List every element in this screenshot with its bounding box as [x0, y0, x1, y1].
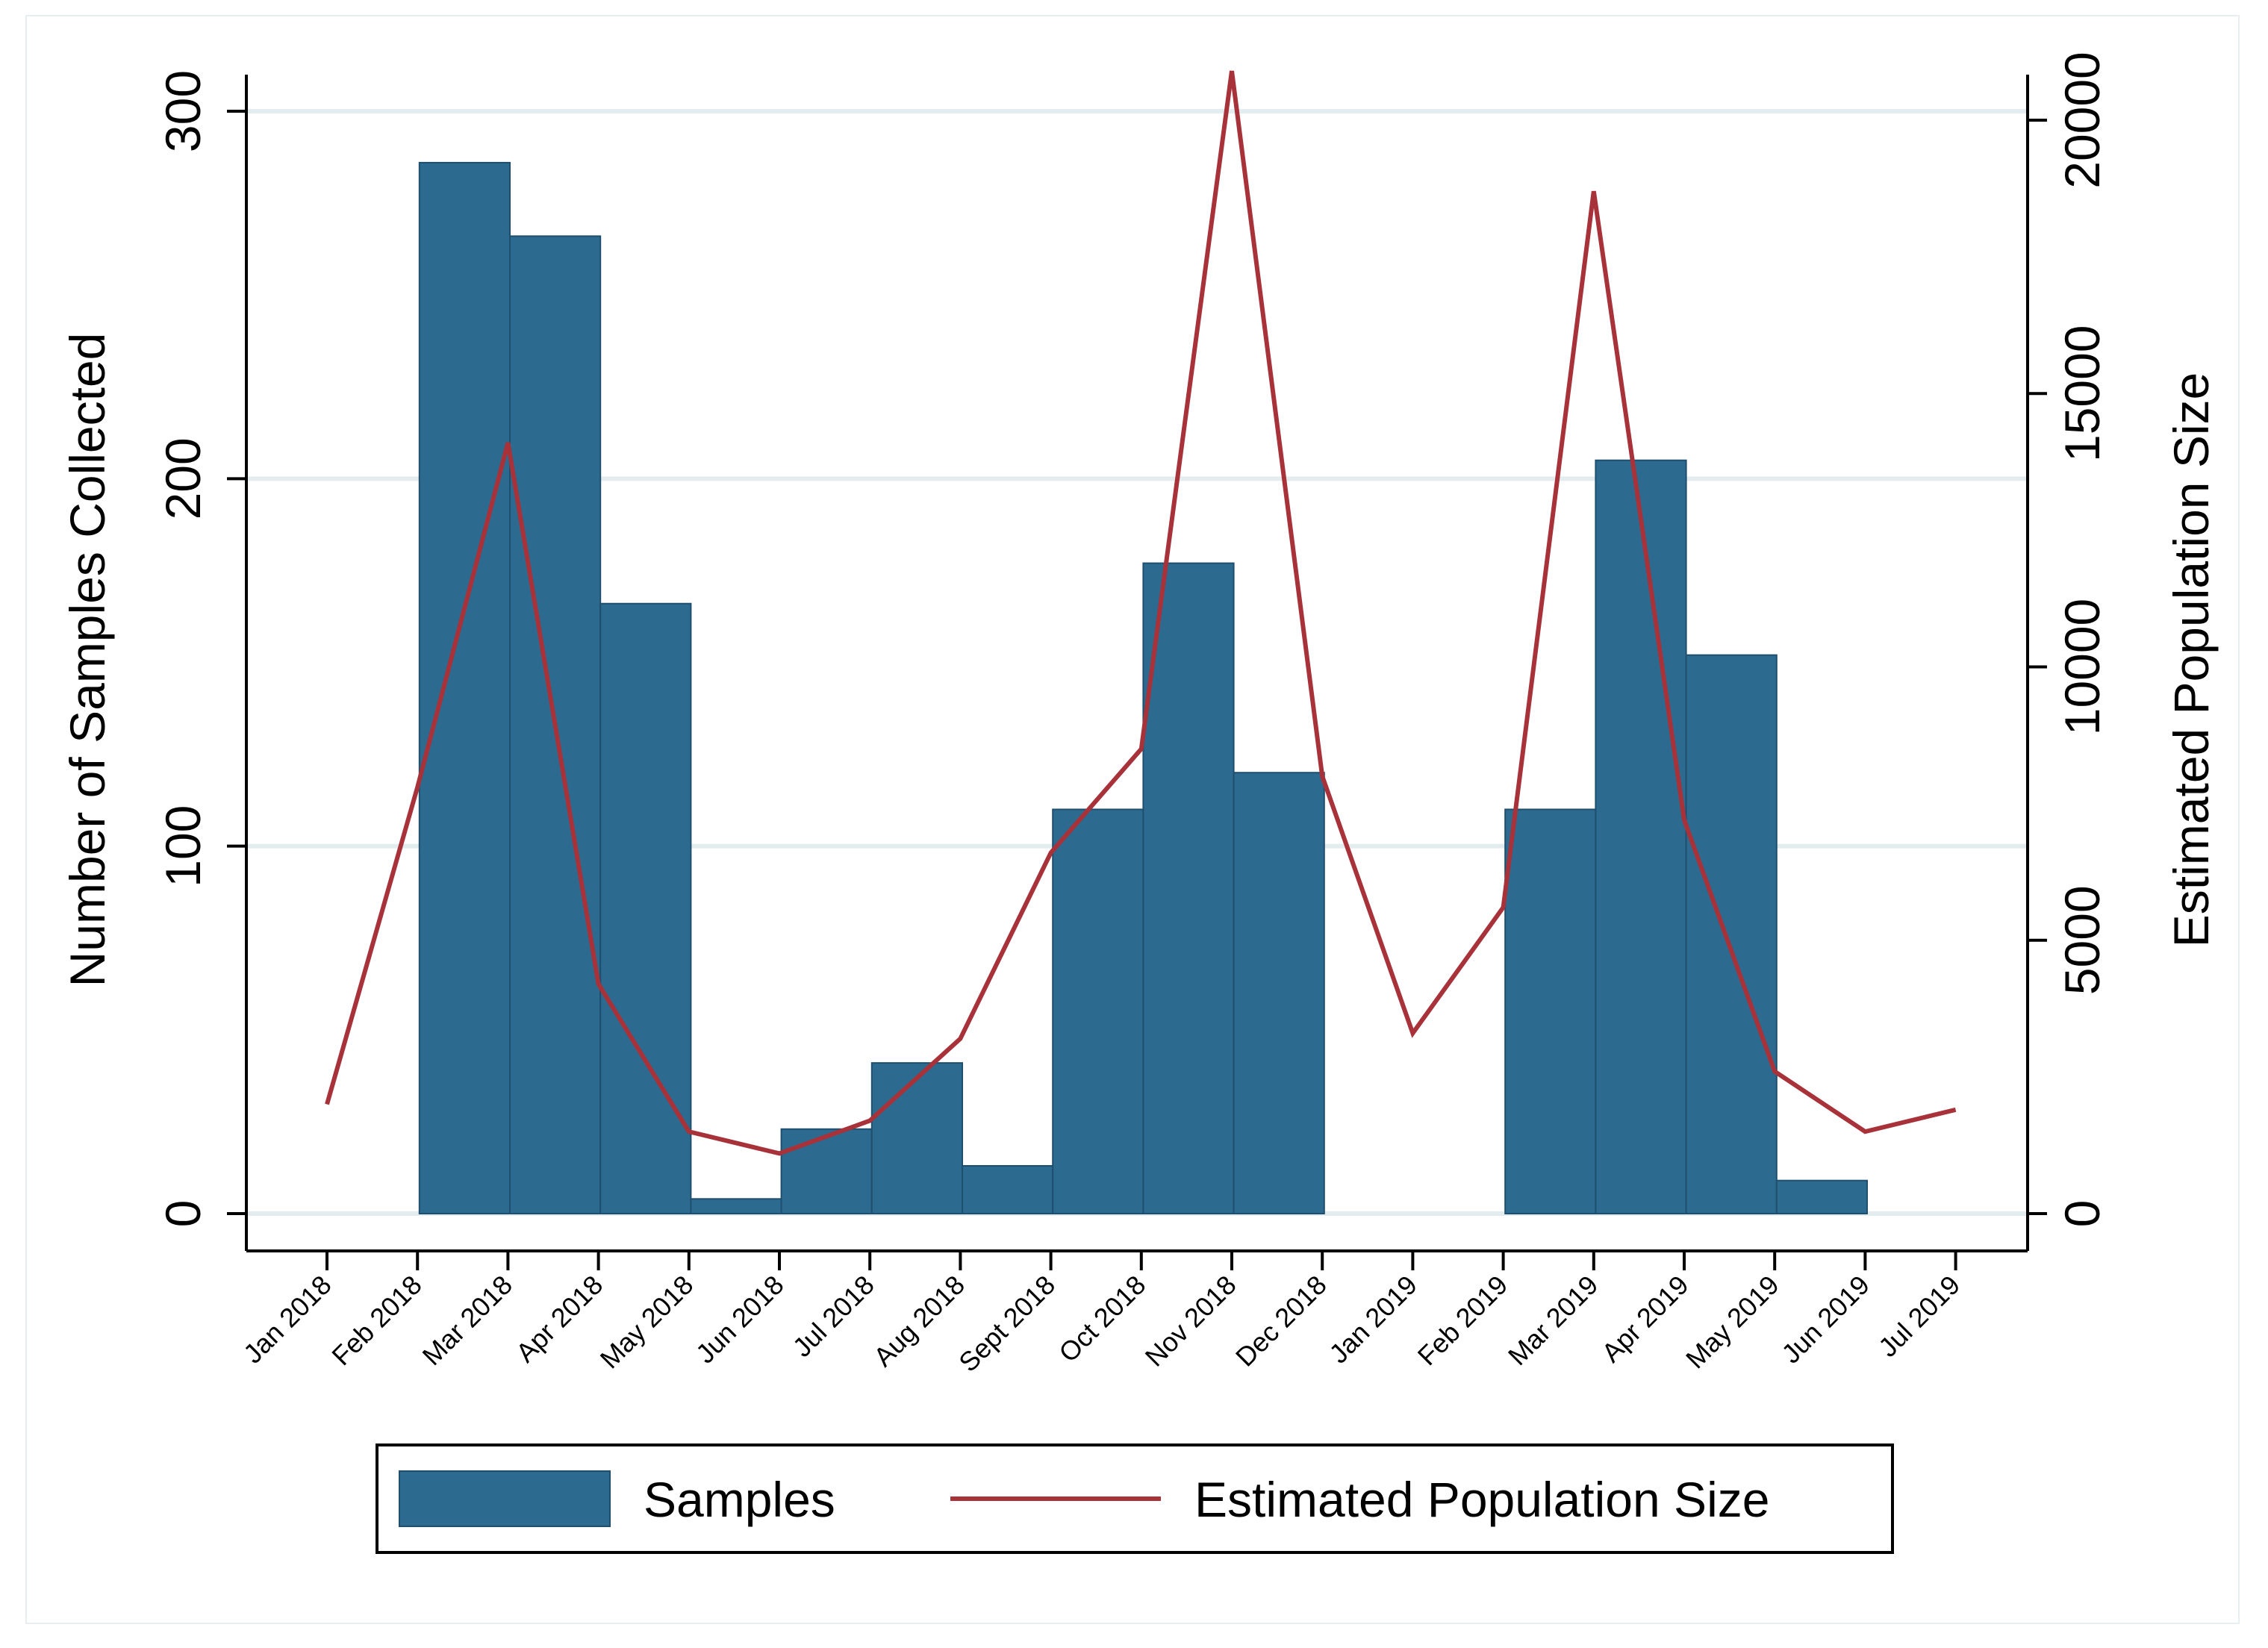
y-right-tick-label-20000: 20000: [2054, 52, 2110, 189]
x-tick-label-jul-2018: Jul 2018: [787, 1270, 880, 1363]
x-tick-label-may-2019: May 2019: [1680, 1270, 1785, 1375]
bar-jun-2018: [690, 1198, 782, 1214]
y-right-tick-label-10000: 10000: [2054, 599, 2110, 736]
bars-samples: [418, 161, 1869, 1215]
bar-may-2019: [1685, 654, 1778, 1214]
y-left-tick-label-200: 200: [155, 437, 211, 519]
bar-dec-2018: [1233, 772, 1325, 1214]
bar-jul-2018: [780, 1128, 873, 1214]
bar-apr-2019: [1595, 459, 1687, 1214]
x-tick-label-sept-2018: Sept 2018: [953, 1270, 1061, 1378]
x-tick-label-may-2018: May 2018: [594, 1270, 700, 1375]
bar-jun-2019: [1775, 1179, 1869, 1214]
x-tick-label-jan-2019: Jan 2019: [1323, 1270, 1423, 1370]
y-axis-right-label: Estimated Population Size: [2163, 372, 2219, 947]
y-left-tick-label-300: 300: [155, 70, 211, 152]
y-right-tick-label-5000: 5000: [2054, 885, 2110, 995]
x-tick-label-mar-2018: Mar 2018: [417, 1270, 519, 1372]
legend-label-samples: Samples: [644, 1472, 835, 1527]
y-axis-right-ticks: 0 5000 10000 15000 20000: [2028, 52, 2110, 1227]
bar-sept-2018: [962, 1164, 1054, 1215]
x-tick-label-jun-2019: Jun 2019: [1775, 1270, 1875, 1370]
bar-mar-2018: [418, 161, 511, 1215]
x-tick-label-jun-2018: Jun 2018: [690, 1270, 790, 1370]
legend-label-population: Estimated Population Size: [1194, 1472, 1769, 1527]
x-tick-label-jan-2018: Jan 2018: [237, 1270, 337, 1370]
x-tick-label-feb-2019: Feb 2019: [1412, 1270, 1514, 1372]
x-tick-label-oct-2018: Oct 2018: [1053, 1270, 1151, 1368]
y-left-tick-label-100: 100: [155, 805, 211, 887]
y-right-tick-label-0: 0: [2054, 1200, 2110, 1228]
y-axis-left-ticks: 0 100 200 300: [155, 70, 246, 1227]
bar-nov-2018: [1142, 562, 1235, 1214]
x-tick-label-mar-2019: Mar 2019: [1502, 1270, 1604, 1372]
bar-oct-2018: [1052, 808, 1144, 1214]
line-population: [325, 70, 1957, 1156]
x-tick-label-nov-2018: Nov 2018: [1139, 1270, 1242, 1373]
x-tick-label-jul-2019: Jul 2019: [1872, 1270, 1966, 1363]
bar-mar-2019: [1504, 808, 1597, 1214]
x-tick-label-feb-2018: Feb 2018: [325, 1270, 428, 1372]
axes: [245, 75, 2029, 1252]
bar-may-2018: [599, 602, 692, 1214]
legend: Samples Estimated Population Size: [376, 1443, 1894, 1554]
x-tick-label-dec-2018: Dec 2018: [1230, 1270, 1333, 1373]
bar-aug-2018: [870, 1062, 964, 1214]
y-axis-left-label: Number of Samples Collected: [60, 333, 115, 987]
y-left-tick-label-0: 0: [155, 1200, 211, 1228]
y-right-tick-label-15000: 15000: [2054, 325, 2110, 462]
legend-swatch-samples: [399, 1470, 611, 1527]
